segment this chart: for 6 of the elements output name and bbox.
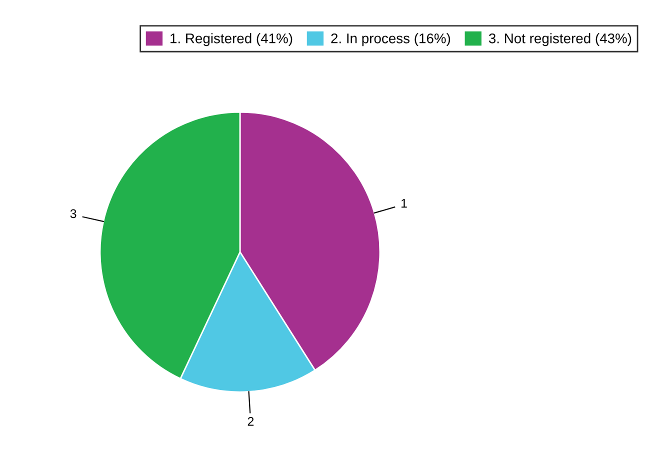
text: 3 <box>70 209 76 218</box>
text: 1 <box>401 198 407 208</box>
legend-label: 1. Registered (41%) <box>170 33 292 46</box>
legend-label: 2. In process (16%) <box>331 33 450 46</box>
legend-label: 3. Not registered (43%) <box>488 33 632 46</box>
text: 2 <box>248 416 254 426</box>
